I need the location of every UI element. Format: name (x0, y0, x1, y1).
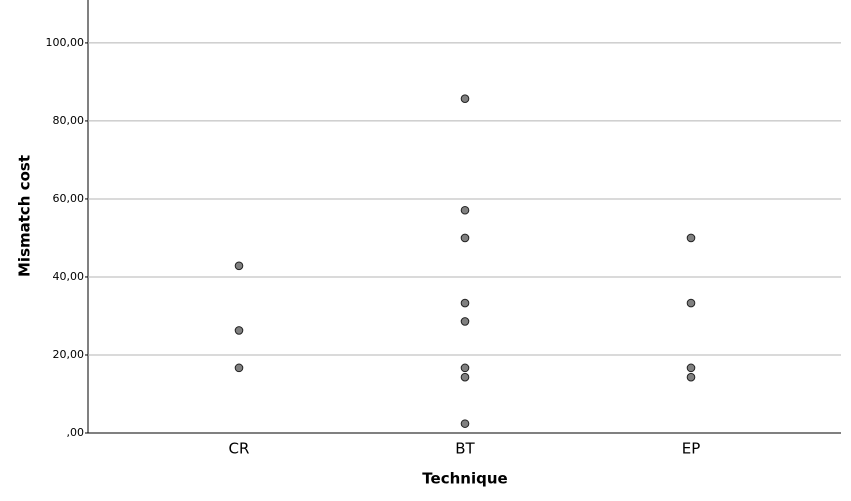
point (460, 233, 470, 243)
x-tick-label: EP (682, 440, 701, 458)
point (234, 363, 244, 373)
y-tick-label: 20,00 (53, 348, 85, 361)
point (460, 372, 470, 382)
point (460, 298, 470, 308)
point (460, 94, 470, 103)
y-tick-label: 100,00 (46, 36, 85, 49)
point (234, 326, 244, 335)
y-tick-label: ,00 (67, 426, 85, 439)
point (460, 419, 470, 428)
y-axis-title: Mismatch cost (16, 155, 34, 277)
y-tick-label: 80,00 (53, 114, 85, 127)
point (686, 372, 696, 382)
x-tick-label: BT (455, 440, 475, 458)
point (686, 233, 696, 243)
point (234, 261, 244, 271)
x-axis-title: Technique (422, 470, 507, 488)
y-tick-label: 60,00 (53, 192, 85, 205)
point (460, 363, 470, 373)
point (460, 317, 470, 326)
x-tick-label: CR (229, 440, 250, 458)
y-tick-label: 40,00 (53, 270, 85, 283)
point (460, 205, 470, 215)
point (686, 363, 696, 373)
point (686, 298, 696, 308)
